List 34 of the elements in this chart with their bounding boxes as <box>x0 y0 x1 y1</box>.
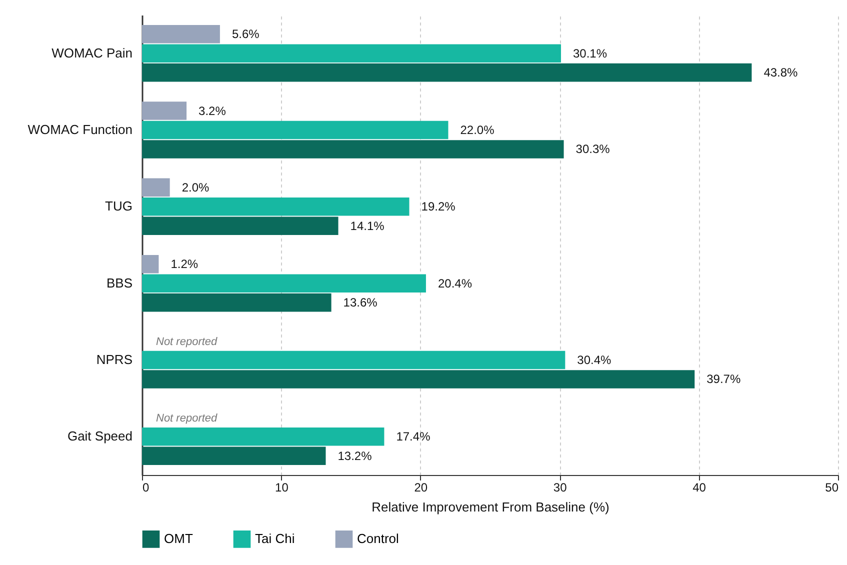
y-tick-label: TUG <box>105 198 132 214</box>
x-tick-label: 10 <box>275 480 289 494</box>
legend-label: Tai Chi <box>255 531 295 546</box>
data-label: 3.2% <box>198 104 226 118</box>
data-label: 30.3% <box>576 142 610 156</box>
data-label: 39.7% <box>706 372 741 386</box>
legend-label: OMT <box>164 531 193 546</box>
x-tick-label: 40 <box>692 480 706 494</box>
data-label: 13.2% <box>338 448 372 463</box>
y-tick-label: BBS <box>106 275 133 290</box>
data-label: 5.6% <box>232 27 260 42</box>
y-tick-label: WOMAC Pain <box>52 45 132 60</box>
data-label: 17.4% <box>396 430 431 444</box>
data-label: 30.4% <box>577 353 612 367</box>
data-label: 30.1% <box>572 46 608 60</box>
legend-label: Control <box>357 531 400 546</box>
data-label: 22.0% <box>460 123 495 137</box>
data-label: 19.2% <box>421 200 456 214</box>
annotation: Not reported <box>156 336 218 348</box>
x-tick-label: 30 <box>553 480 568 494</box>
y-tick-label: NPRS <box>96 352 133 367</box>
annotation: Not reported <box>156 412 218 425</box>
data-label: 20.4% <box>438 276 472 290</box>
y-tick-label: Gait Speed <box>67 428 132 444</box>
x-tick-label: 0 <box>142 480 150 494</box>
data-label: 2.0% <box>182 180 210 194</box>
data-label: 43.8% <box>764 66 798 80</box>
x-tick-label: 50 <box>825 480 839 494</box>
x-axis-title: Relative Improvement From Baseline (%) <box>372 500 610 514</box>
data-label: 14.1% <box>350 218 385 233</box>
y-tick-label: WOMAC Function <box>28 122 132 137</box>
x-tick-label: 20 <box>414 480 428 494</box>
data-label: 13.6% <box>343 296 378 310</box>
data-label: 1.2% <box>170 257 198 272</box>
